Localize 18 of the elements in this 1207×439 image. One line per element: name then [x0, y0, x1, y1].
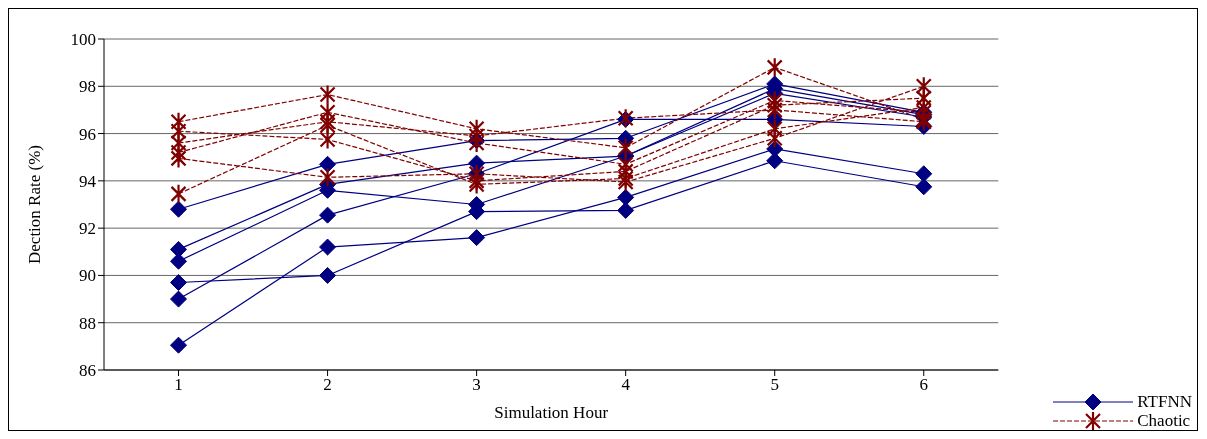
- legend-label: RTFNN: [1137, 392, 1192, 411]
- y-tick-label: 98: [79, 77, 96, 97]
- x-tick-label: 4: [621, 375, 631, 395]
- x-tick-label: 3: [472, 375, 481, 395]
- y-tick-label: 88: [79, 313, 96, 333]
- y-tick-label: 92: [79, 219, 96, 239]
- y-tick-label: 86: [79, 361, 96, 381]
- y-tick-label: 100: [70, 30, 96, 50]
- y-tick-label: 96: [79, 124, 96, 144]
- y-tick-label: 90: [79, 266, 96, 286]
- legend-label: Chaotic: [1137, 411, 1191, 430]
- x-tick-label: 5: [770, 375, 779, 395]
- x-tick-label: 2: [323, 375, 332, 395]
- y-axis-title: Dection Rate (%): [25, 145, 45, 264]
- x-axis-title: Simulation Hour: [494, 403, 609, 422]
- x-tick-label: 1: [174, 375, 183, 395]
- y-tick-label: 94: [79, 171, 97, 191]
- x-tick-label: 6: [919, 375, 929, 395]
